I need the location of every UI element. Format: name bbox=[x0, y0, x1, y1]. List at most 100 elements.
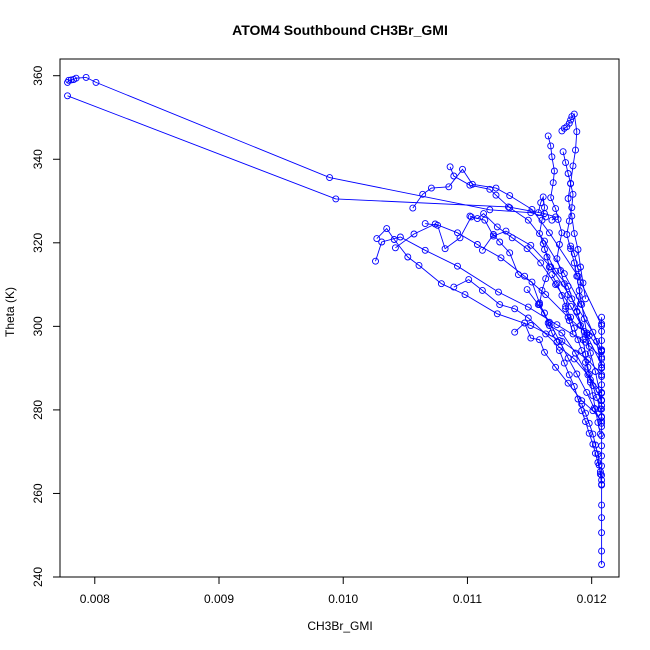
data-point bbox=[570, 383, 578, 390]
data-point bbox=[585, 419, 593, 427]
data-point bbox=[528, 278, 536, 286]
series-line bbox=[551, 274, 603, 417]
data-point bbox=[446, 163, 454, 171]
data-point bbox=[567, 242, 575, 250]
data-point bbox=[486, 185, 494, 193]
data-point bbox=[64, 92, 71, 100]
data-point bbox=[578, 400, 586, 408]
data-point bbox=[580, 327, 588, 335]
series-line bbox=[570, 245, 601, 435]
data-point bbox=[372, 257, 379, 265]
series-21 bbox=[541, 246, 606, 410]
y-tick-label: 240 bbox=[31, 567, 45, 587]
data-point bbox=[541, 246, 548, 253]
data-point bbox=[598, 320, 606, 328]
data-point bbox=[591, 368, 599, 375]
data-point bbox=[595, 386, 603, 394]
data-point bbox=[574, 265, 582, 273]
series-line bbox=[482, 233, 602, 401]
data-point bbox=[598, 471, 606, 479]
x-tick-label: 0.010 bbox=[328, 592, 358, 606]
data-point bbox=[527, 241, 535, 249]
data-point bbox=[583, 388, 591, 396]
data-point bbox=[574, 395, 582, 403]
data-point bbox=[67, 76, 75, 84]
data-point bbox=[567, 245, 575, 253]
data-point bbox=[419, 190, 427, 198]
data-point bbox=[544, 132, 552, 140]
series-line bbox=[425, 216, 603, 351]
data-point bbox=[578, 301, 586, 309]
data-point bbox=[598, 547, 606, 555]
data-point bbox=[541, 309, 548, 317]
data-point bbox=[568, 295, 576, 303]
data-point bbox=[565, 119, 573, 127]
y-axis-label: Theta (K) bbox=[3, 287, 17, 337]
data-point bbox=[557, 266, 565, 274]
data-point bbox=[492, 191, 500, 199]
data-point bbox=[577, 300, 584, 308]
data-point bbox=[537, 199, 545, 207]
data-point bbox=[473, 241, 481, 248]
data-point bbox=[582, 409, 589, 417]
data-point bbox=[524, 303, 532, 311]
data-point bbox=[567, 116, 575, 124]
series-layer bbox=[64, 73, 606, 568]
data-point bbox=[573, 370, 581, 378]
data-point bbox=[574, 246, 582, 253]
data-point bbox=[570, 259, 578, 267]
data-point bbox=[598, 452, 606, 460]
data-point bbox=[456, 234, 464, 242]
data-point bbox=[550, 167, 558, 175]
data-point bbox=[547, 194, 555, 202]
data-point bbox=[593, 337, 601, 345]
data-point bbox=[391, 244, 399, 252]
data-point bbox=[562, 302, 570, 310]
data-point bbox=[598, 355, 606, 363]
data-point bbox=[555, 241, 563, 248]
data-point bbox=[92, 78, 100, 86]
data-point bbox=[538, 286, 546, 294]
x-tick-label: 0.011 bbox=[453, 592, 482, 606]
data-point bbox=[589, 430, 597, 438]
data-point bbox=[564, 379, 572, 387]
data-point bbox=[558, 229, 566, 237]
data-point bbox=[564, 195, 572, 202]
data-point bbox=[582, 295, 589, 303]
data-point bbox=[527, 322, 535, 329]
data-point bbox=[562, 159, 570, 167]
data-point bbox=[465, 276, 473, 284]
data-point bbox=[493, 223, 501, 231]
data-point bbox=[450, 283, 458, 291]
data-point bbox=[586, 349, 594, 357]
data-point bbox=[454, 262, 461, 270]
y-tick-label: 360 bbox=[31, 65, 45, 85]
data-point bbox=[538, 216, 546, 224]
data-point bbox=[552, 205, 560, 213]
data-point bbox=[555, 347, 563, 355]
series-line bbox=[376, 227, 602, 376]
data-point bbox=[575, 292, 583, 300]
data-point bbox=[565, 317, 573, 324]
y-tick-label: 260 bbox=[31, 483, 45, 503]
data-point bbox=[541, 204, 548, 212]
data-point bbox=[467, 213, 475, 221]
data-point bbox=[478, 286, 486, 294]
data-point bbox=[598, 480, 606, 488]
data-point bbox=[567, 313, 575, 321]
data-point bbox=[506, 249, 514, 257]
data-point bbox=[542, 275, 550, 283]
data-point bbox=[445, 183, 453, 191]
data-point bbox=[545, 318, 553, 326]
data-point bbox=[326, 174, 334, 182]
data-point bbox=[410, 230, 418, 238]
data-point bbox=[598, 419, 606, 427]
data-point bbox=[598, 327, 606, 335]
data-point bbox=[481, 216, 489, 224]
data-point bbox=[396, 233, 404, 241]
data-point bbox=[486, 206, 494, 214]
x-axis-label: CH3Br_GMI bbox=[307, 619, 372, 633]
data-point bbox=[598, 561, 606, 568]
data-point bbox=[570, 250, 578, 258]
